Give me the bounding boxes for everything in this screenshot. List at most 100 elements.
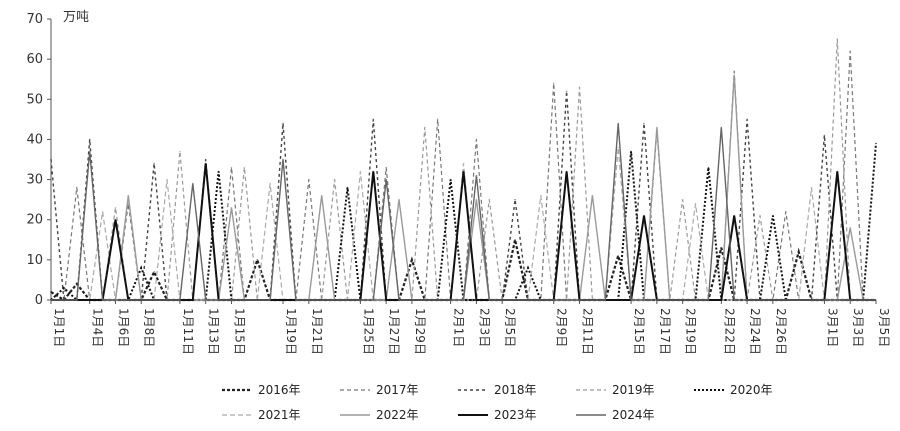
data-point <box>385 178 387 181</box>
legend-label: 2022年 <box>376 408 419 422</box>
data-point <box>565 170 568 173</box>
data-point <box>475 198 478 201</box>
legend-label: 2019年 <box>612 383 655 397</box>
series-2022年 <box>51 74 876 301</box>
x-tick-label: 1月4日 <box>91 308 105 347</box>
series-layer <box>50 38 877 302</box>
data-point <box>746 118 748 121</box>
legend-item: 2022年 <box>340 408 419 422</box>
x-tick-label: 2月11日 <box>581 308 595 355</box>
data-point <box>875 142 877 145</box>
legend-item: 2024年 <box>576 408 655 422</box>
data-point <box>784 210 787 213</box>
data-point <box>424 126 426 129</box>
y-tick-label: 40 <box>26 132 43 147</box>
data-point <box>540 194 542 197</box>
legend: 2016年 2017年 2018年 2019年 2020年 2021年 2022年 2023年… <box>222 383 773 422</box>
data-point <box>617 255 619 257</box>
data-point <box>114 206 117 209</box>
data-point <box>204 162 207 165</box>
legend-item: 2018年 <box>458 383 537 397</box>
data-point <box>75 283 78 285</box>
data-point <box>398 198 400 201</box>
y-unit-label: 万吨 <box>63 10 89 25</box>
data-point <box>411 259 413 261</box>
data-point <box>269 182 271 185</box>
x-tick-label: 1月21日 <box>310 308 324 355</box>
data-point <box>643 122 645 125</box>
legend-item: 2019年 <box>576 383 655 397</box>
data-point <box>810 186 813 189</box>
x-tick-label: 1月8日 <box>142 308 156 347</box>
data-point <box>204 158 207 161</box>
data-point <box>436 118 439 121</box>
data-point <box>308 178 310 181</box>
data-point <box>643 214 645 217</box>
x-tick-label: 2月22日 <box>722 308 736 355</box>
data-point <box>656 126 658 129</box>
data-point <box>514 238 516 241</box>
data-point <box>88 150 91 153</box>
y-tick-label: 0 <box>35 293 43 308</box>
data-point <box>475 138 478 141</box>
x-tick-label: 3月5日 <box>877 308 891 347</box>
data-point <box>179 150 181 153</box>
data-point <box>359 170 362 173</box>
data-point <box>849 50 852 52</box>
data-point <box>63 287 65 289</box>
y-tick-label: 70 <box>26 12 43 27</box>
data-point <box>836 170 839 173</box>
data-point <box>514 198 516 201</box>
data-point <box>230 166 233 169</box>
data-point <box>282 122 284 125</box>
legend-label: 2016年 <box>258 383 301 397</box>
y-tick-label: 50 <box>26 92 43 107</box>
legend-label: 2017年 <box>376 383 419 397</box>
series-2023年 <box>51 162 876 301</box>
data-point <box>527 267 529 269</box>
x-tick-label: 2月26日 <box>774 308 788 355</box>
data-point <box>88 138 91 141</box>
x-tick-label: 2月19日 <box>684 308 698 355</box>
data-point <box>733 70 736 72</box>
x-tick-label: 2月5日 <box>503 308 517 347</box>
series-2019年 <box>51 38 876 301</box>
data-point <box>140 267 143 269</box>
data-point <box>385 166 387 169</box>
series-2024年 <box>51 122 876 301</box>
data-point <box>372 170 375 173</box>
x-tick-label: 1月15日 <box>232 308 246 355</box>
data-point <box>449 178 452 181</box>
data-point <box>101 210 104 213</box>
data-point <box>243 166 246 169</box>
data-point <box>630 150 632 153</box>
y-tick-label: 60 <box>26 52 43 67</box>
data-point <box>617 122 619 125</box>
x-tick-label: 2月1日 <box>452 308 466 347</box>
data-point <box>462 162 465 165</box>
series-2018年 <box>50 90 876 301</box>
data-point <box>694 202 697 205</box>
data-point <box>256 259 259 261</box>
y-tick-label: 10 <box>26 253 43 268</box>
legend-label: 2023年 <box>494 408 537 422</box>
data-point <box>849 226 852 229</box>
x-tick-label: 3月1日 <box>825 308 839 347</box>
x-tick-label: 1月6日 <box>116 308 130 347</box>
data-point <box>681 198 684 201</box>
data-point <box>733 214 736 217</box>
data-point <box>720 247 723 249</box>
series-2020年 <box>50 142 877 301</box>
data-point <box>617 146 619 149</box>
data-point <box>217 170 220 173</box>
data-point <box>759 214 761 217</box>
legend-label: 2021年 <box>258 408 301 422</box>
data-point <box>282 158 284 161</box>
data-point <box>166 178 168 181</box>
x-tick-label: 2月15日 <box>632 308 646 355</box>
legend-label: 2024年 <box>612 408 655 422</box>
data-point <box>591 194 594 197</box>
x-tick-label: 3月3日 <box>851 308 865 347</box>
legend-item: 2023年 <box>458 408 537 422</box>
data-point <box>153 271 155 273</box>
